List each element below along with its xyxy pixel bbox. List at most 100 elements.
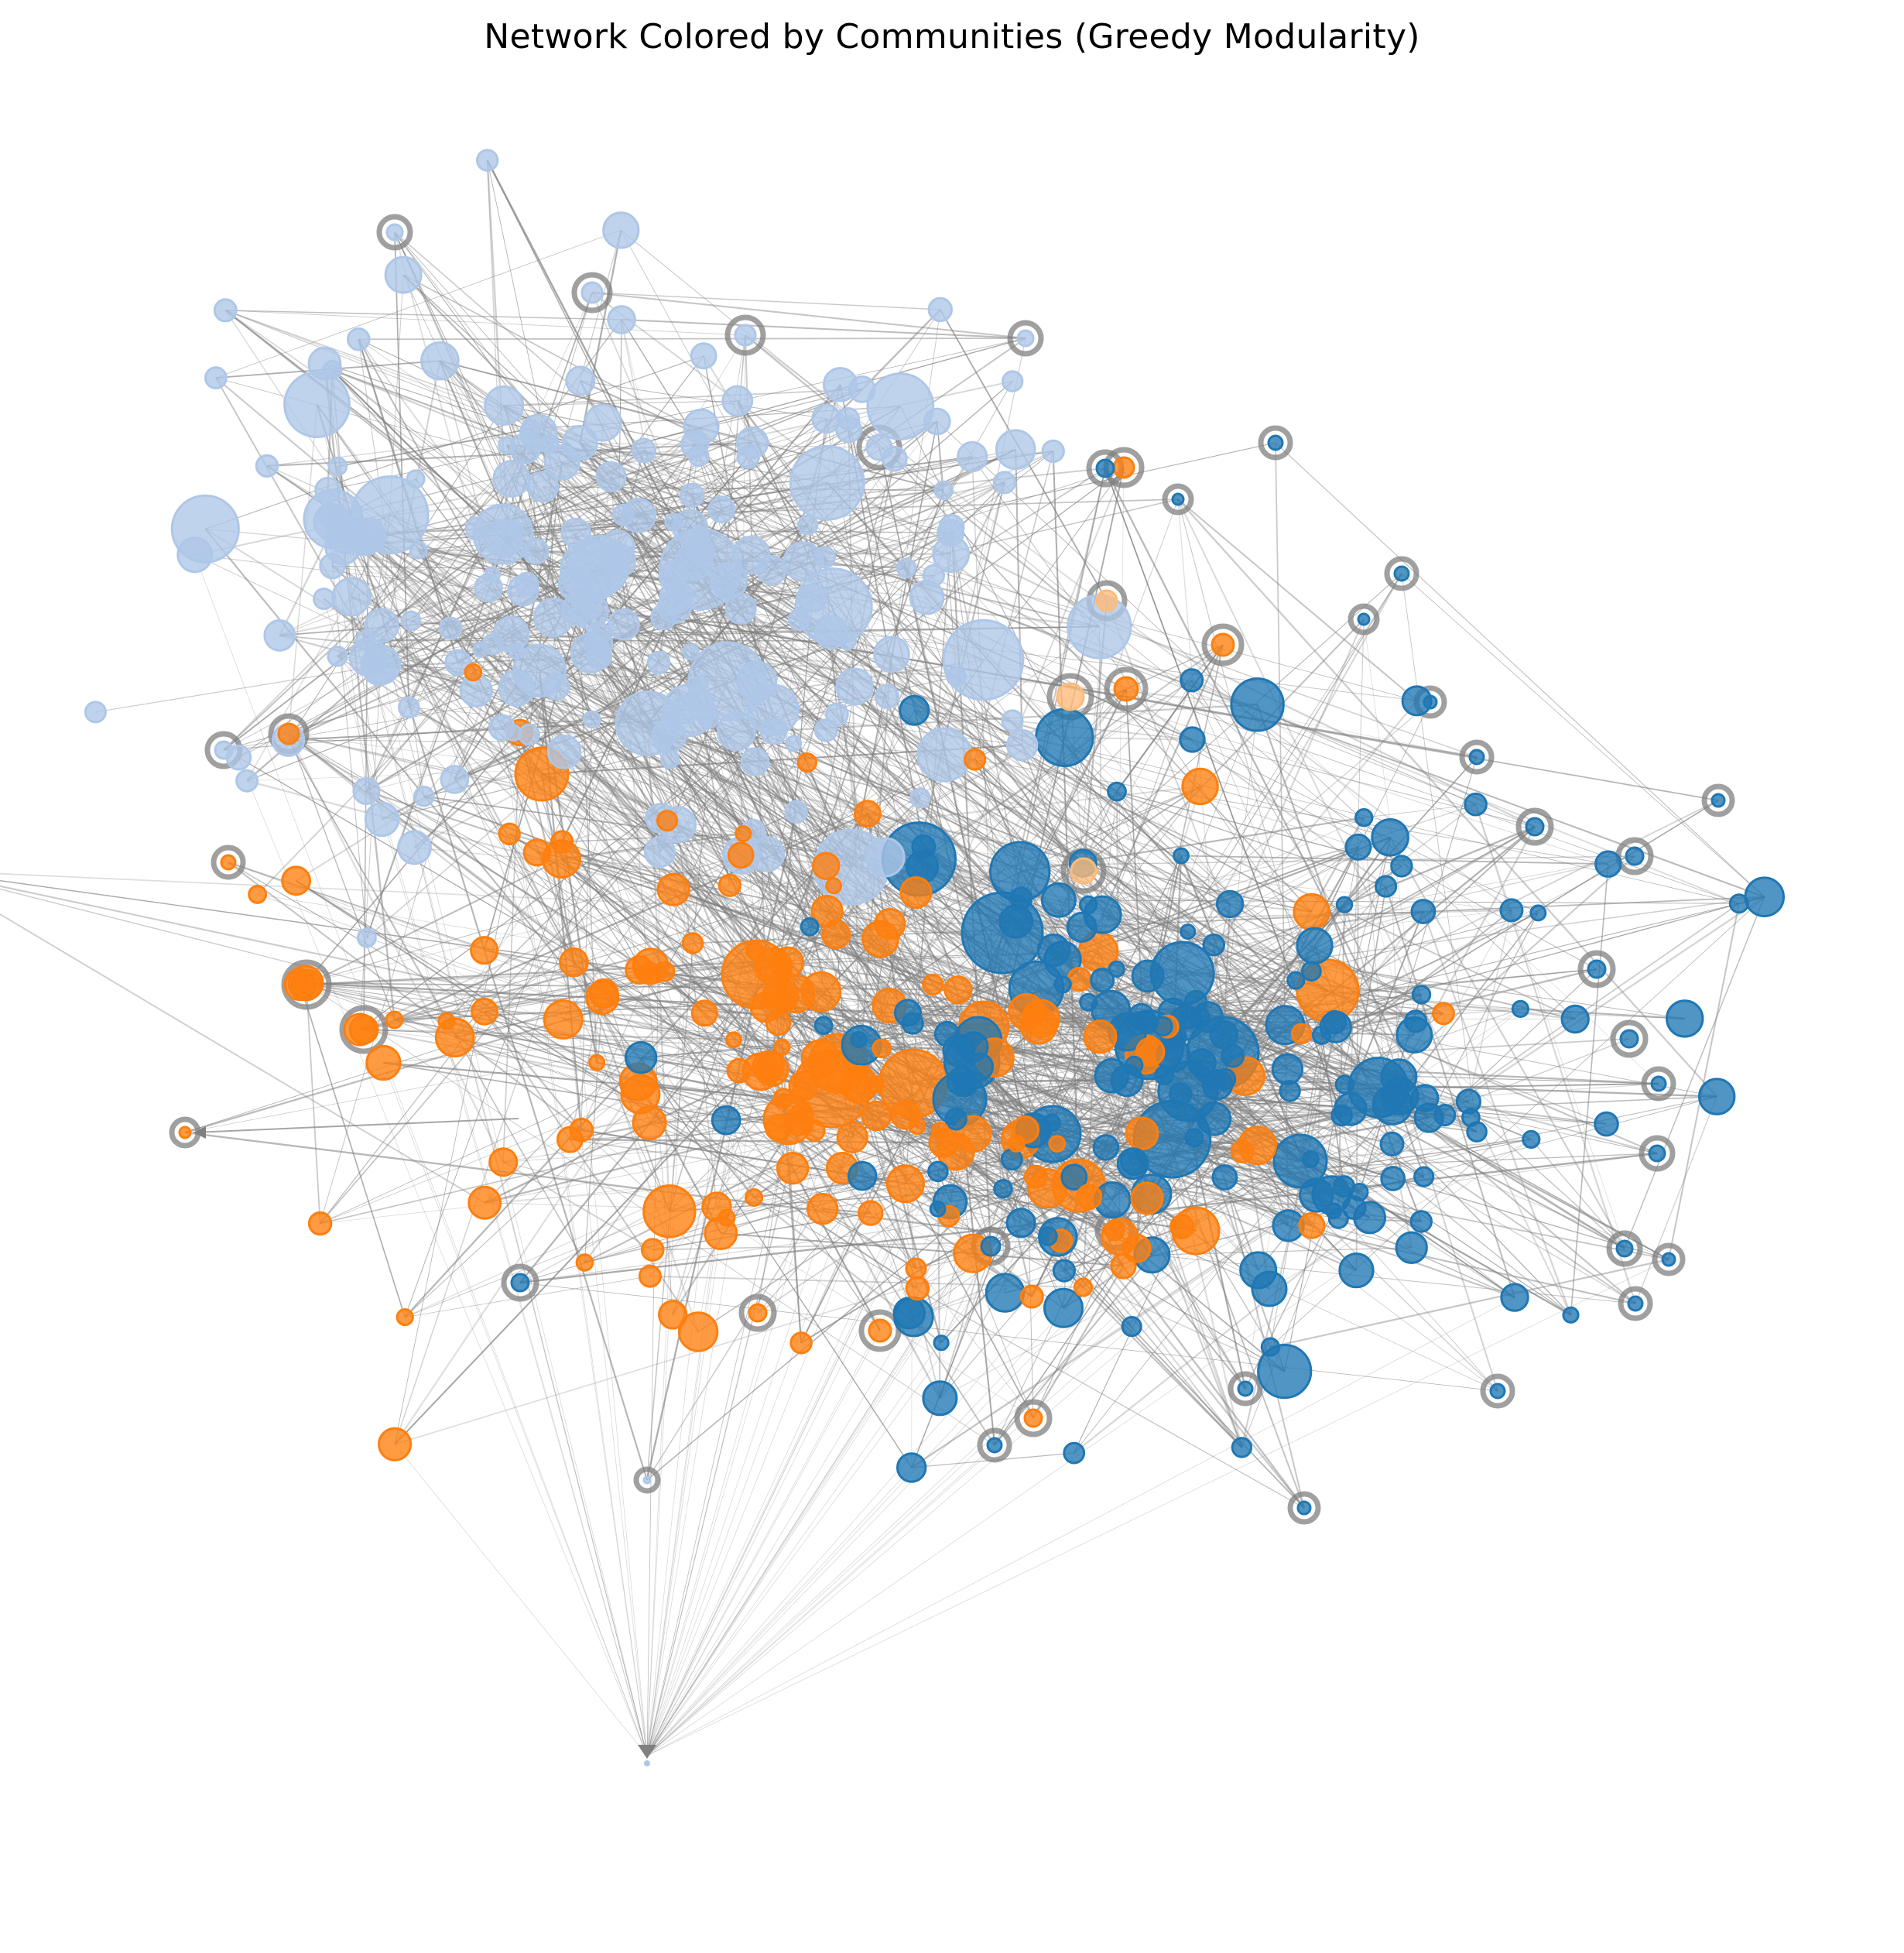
network-node: [1104, 1220, 1125, 1242]
network-node: [933, 1335, 950, 1352]
network-node: [1410, 1084, 1440, 1112]
network-node: [1390, 855, 1413, 878]
arrowhead-cluster: [1384, 556, 1419, 591]
network-node: [356, 927, 377, 948]
edge: [184, 855, 1635, 1133]
network-node: [1202, 933, 1225, 957]
network-node: [872, 1038, 892, 1059]
network-node: [865, 837, 906, 878]
edge: [1359, 968, 1598, 1193]
edge: [1125, 688, 1145, 1055]
edge: [394, 231, 518, 689]
edge: [694, 444, 825, 558]
edge: [246, 664, 382, 782]
edge: [365, 538, 1478, 758]
network-node: [866, 372, 935, 440]
network-node: [927, 296, 954, 323]
network-node: [1380, 1058, 1418, 1096]
network-node: [721, 385, 754, 417]
edge: [394, 1444, 648, 1756]
network-node: [307, 1211, 333, 1236]
edge: [940, 1194, 1317, 1399]
edge: [646, 1330, 881, 1756]
network-node: [214, 740, 234, 760]
network-node: [836, 407, 861, 431]
network-node: [84, 701, 107, 724]
edge: [646, 619, 800, 1756]
network-node: [1002, 370, 1024, 392]
network-node: [1325, 1202, 1342, 1220]
network-node: [514, 571, 539, 597]
edge: [861, 1044, 1305, 1509]
edge: [394, 992, 604, 1020]
network-node: [658, 560, 689, 591]
network-node: [725, 1031, 742, 1049]
edge: [509, 834, 1120, 1237]
network-node: [1154, 1065, 1175, 1086]
network-node: [1006, 728, 1039, 762]
network-node: [1404, 1009, 1428, 1033]
network-node: [437, 1012, 456, 1030]
edge: [288, 404, 318, 735]
network-node: [355, 630, 376, 651]
edge: [745, 334, 1101, 628]
network-node: [631, 437, 657, 464]
network-node: [385, 1010, 404, 1030]
network-node: [874, 684, 900, 709]
network-node: [642, 1475, 652, 1485]
network-node: [1744, 876, 1785, 917]
network-node: [651, 718, 687, 754]
network-node: [521, 418, 542, 439]
network-node: [378, 1427, 413, 1461]
network-node: [1131, 959, 1165, 993]
network-node: [688, 445, 710, 468]
network-node: [858, 1200, 884, 1226]
edge: [573, 961, 700, 1332]
network-node: [854, 800, 882, 827]
network-node: [803, 1119, 826, 1143]
network-node: [797, 514, 819, 536]
network-node: [559, 947, 589, 978]
edge: [358, 338, 540, 671]
arrowhead-cluster: [1610, 1019, 1649, 1058]
edge: [506, 444, 1084, 865]
edge: [861, 817, 1365, 1046]
edge: [1257, 704, 1659, 1084]
edge: [1269, 1139, 1532, 1290]
network-node: [522, 537, 550, 565]
edge: [646, 334, 746, 1481]
edge: [366, 292, 593, 938]
network-node: [580, 597, 603, 620]
network-node: [1409, 1210, 1433, 1233]
network-node: [1209, 1019, 1239, 1050]
network-node: [850, 1030, 868, 1049]
edge: [1188, 826, 1536, 1019]
network-node: [1334, 1074, 1354, 1095]
network-node: [1728, 893, 1749, 914]
edge: [418, 549, 768, 855]
network-node: [646, 650, 671, 675]
network-node: [929, 1200, 947, 1218]
arrowhead-cluster: [1577, 950, 1616, 988]
network-node: [1619, 1029, 1639, 1049]
network-node: [1001, 709, 1024, 732]
edge: [383, 1062, 648, 1756]
network-node: [1489, 1383, 1506, 1400]
network-node: [669, 694, 700, 725]
network-node: [595, 461, 627, 492]
network-node: [806, 1193, 839, 1225]
network-node: [800, 917, 820, 937]
edge: [454, 650, 517, 780]
network-node: [1279, 1080, 1301, 1102]
edge: [580, 973, 651, 1131]
network-node: [1302, 1150, 1320, 1168]
network-node: [1461, 1108, 1481, 1127]
edge: [646, 1034, 1322, 1756]
network-node: [464, 516, 490, 541]
edge: [305, 885, 731, 984]
edge: [990, 800, 1719, 1247]
network-node: [365, 658, 382, 676]
edge: [646, 1139, 1532, 1756]
network-node: [899, 876, 933, 910]
edge: [590, 652, 886, 858]
